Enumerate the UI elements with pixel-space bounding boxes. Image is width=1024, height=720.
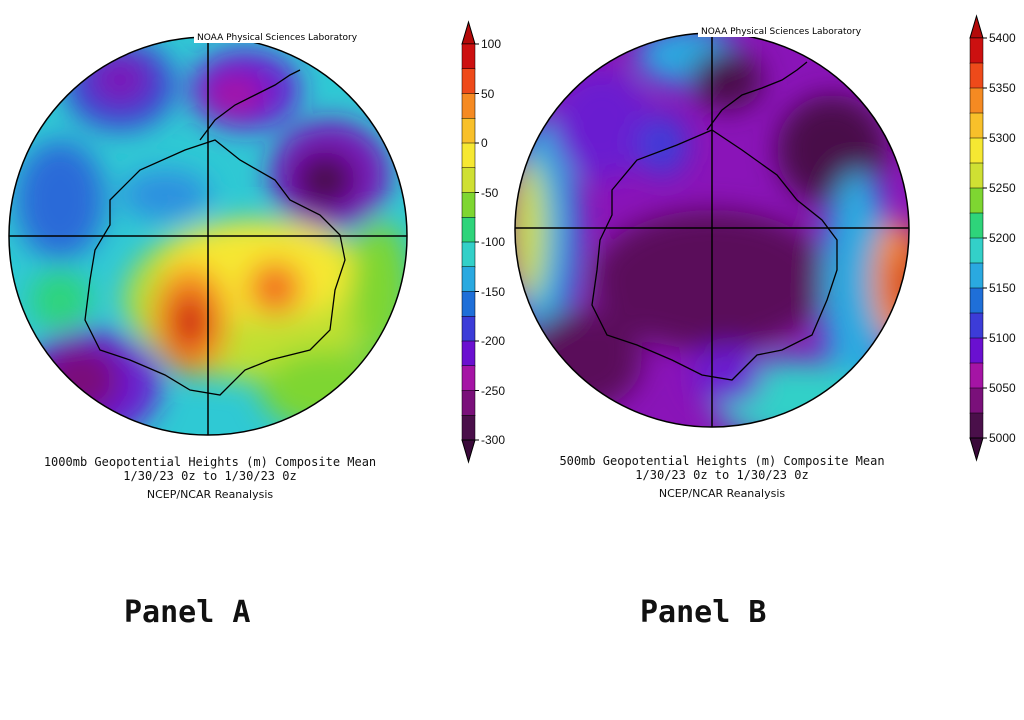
colorbar-tick-label: 5400 [989,31,1016,45]
panel-b: NOAA Physical Sciences Laboratory 5400 53… [512,0,1024,720]
colorbar-bottom-arrow [969,437,984,462]
colorbar-bottom-arrow [461,439,476,464]
colorbar-swatch [461,340,476,367]
colorbar-top-arrow [969,14,984,39]
colorbar-swatch [969,212,984,239]
panel-b-coastline [591,129,838,381]
colorbar-swatch [461,365,476,392]
panel-a-caption-line3: NCEP/NCAR Reanalysis [146,488,274,501]
panel-a-caption-line1: 1000mb Geopotential Heights (m) Composit… [43,455,377,469]
colorbar-tick-label: -150 [481,284,506,299]
colorbar-swatch [461,167,476,194]
colorbar-tick-label: 5050 [989,381,1016,395]
colorbar-swatch [969,162,984,189]
colorbar-tick-label: -100 [481,235,506,249]
panel-a-field [9,37,407,435]
panel-b-credit: NOAA Physical Sciences Laboratory [698,27,865,37]
colorbar-swatch [969,337,984,364]
colorbar-swatch [969,87,984,114]
panel-a-map-svg [8,20,479,464]
colorbar-tick-label: 5200 [989,231,1016,245]
colorbar-swatch [969,312,984,339]
colorbar-tick-label: 5100 [989,331,1016,345]
colorbar-swatch [969,262,984,289]
colorbar-swatch [461,68,476,95]
panel-b-label: Panel B [640,595,767,630]
colorbar-tick-label: -200 [481,334,506,348]
colorbar-swatch [969,387,984,414]
panel-b-caption-line3: NCEP/NCAR Reanalysis [658,487,786,500]
panel-b-caption-line2: 1/30/23 0z to 1/30/23 0z [635,468,809,482]
colorbar-top-arrow [461,20,476,45]
panel-b-field [515,33,909,427]
colorbar-swatch [969,237,984,264]
colorbar-tick-label: 5350 [989,81,1016,95]
panel-a-caption-line2: 1/30/23 0z to 1/30/23 0z [123,469,297,483]
colorbar-swatch [461,390,476,416]
colorbar-swatch [461,93,476,119]
colorbar-swatch [969,287,984,314]
panel-a-label: Panel A [124,595,251,630]
colorbar-tick-label: 5000 [989,431,1016,445]
colorbar-swatch [461,291,476,317]
colorbar-swatch [461,241,476,268]
colorbar-swatch [461,142,476,169]
colorbar-swatch [969,112,984,139]
panel-b-caption-line1: 500mb Geopotential Heights (m) Composite… [559,454,885,468]
colorbar-swatch [969,187,984,214]
panel-a-credit: NOAA Physical Sciences Laboratory [194,33,361,43]
colorbar-swatch [461,118,476,144]
colorbar-swatch [969,362,984,389]
colorbar-tick-label: -250 [481,383,506,398]
colorbar-tick-label: 5250 [989,181,1016,195]
colorbar-swatch [461,192,476,218]
colorbar-swatch [461,43,476,70]
colorbar-tick-label: 5300 [989,131,1016,145]
colorbar-tick-label: 0 [481,136,488,150]
colorbar-swatch [461,316,476,342]
panel-a-colorbar [461,20,479,464]
colorbar-tick-label: -300 [481,433,506,447]
panel-a-coastline [84,139,346,396]
colorbar-swatch [969,37,984,64]
panel-a: NOAA Physical Sciences Laboratory 100 50 0… [8,20,506,630]
colorbar-swatch [461,266,476,293]
colorbar-tick-label: 5150 [989,281,1016,295]
colorbar-tick-label: -50 [481,185,499,200]
colorbar-swatch [461,415,476,441]
colorbar-swatch [461,217,476,243]
colorbar-swatch [969,137,984,164]
colorbar-tick-label: 50 [481,86,495,101]
panel-b-colorbar [969,14,987,462]
colorbar-swatch [969,62,984,89]
colorbar-tick-label: 100 [481,37,502,51]
panel-b-map-svg [514,14,987,462]
colorbar-swatch [969,412,984,439]
